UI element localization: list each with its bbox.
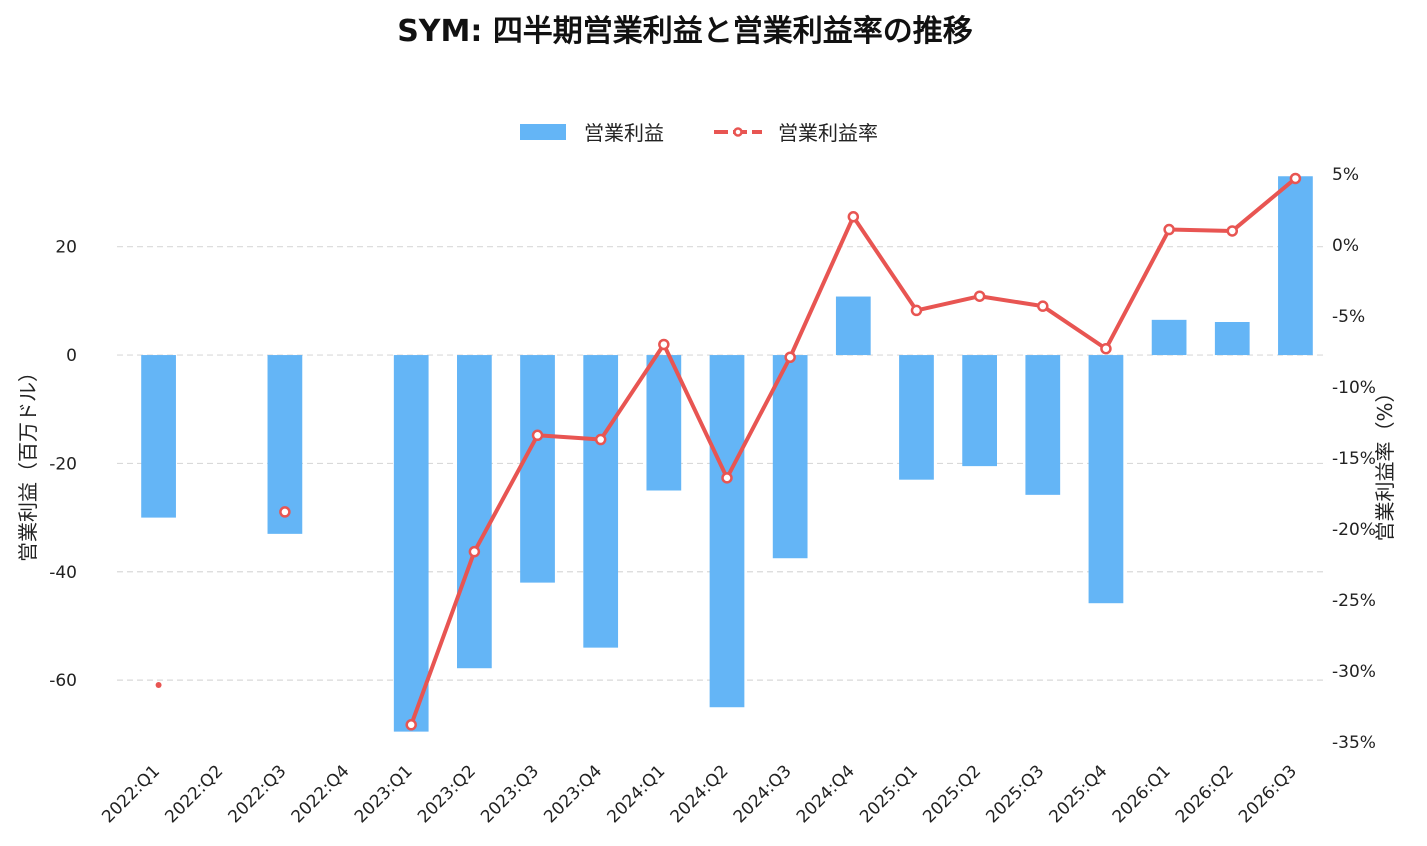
x-tick-label: 2024:Q4 [793, 761, 859, 827]
y-tick-label-right: -20% [1332, 520, 1376, 540]
bar-operating-income [709, 355, 745, 708]
margin-point [1100, 342, 1112, 355]
bar-operating-income [141, 355, 176, 518]
margin-point [973, 290, 986, 302]
left-axis-ticks: -60 -40 -20 0 20 [49, 238, 77, 691]
legend-swatch-operating-margin-marker [733, 127, 743, 137]
x-tick-label: 2022:Q1 [98, 761, 164, 827]
margin-point [468, 545, 481, 558]
bar-operating-income [772, 355, 808, 559]
bar-operating-income [457, 355, 492, 669]
margin-point [910, 304, 923, 317]
bar-operating-income [962, 355, 997, 467]
margin-point [279, 506, 291, 518]
y-tick-label-left: -40 [49, 563, 77, 583]
y-tick-label-right: -35% [1332, 733, 1376, 753]
y-axis-label-left: 営業利益（百万ドル） [16, 362, 40, 562]
x-tick-label: 2024:Q3 [730, 761, 796, 827]
chart-title: SYM: 四半期営業利益と営業利益率の推移 [397, 14, 973, 49]
bar-operating-income [899, 355, 934, 480]
bar-operating-income [835, 296, 871, 356]
x-tick-label: 2024:Q2 [667, 761, 733, 827]
x-tick-label: 2022:Q2 [161, 761, 227, 827]
bars [141, 176, 1313, 732]
y-axis-label-right: 営業利益率（%） [1373, 382, 1397, 541]
bar-operating-income [1088, 355, 1124, 604]
bar-operating-income [1214, 322, 1250, 356]
margin-line [155, 172, 1302, 731]
bar-operating-income [646, 355, 682, 491]
y-tick-label-left: 0 [66, 346, 77, 366]
legend-swatch-operating-income [520, 124, 566, 140]
x-tick-label: 2025:Q1 [856, 761, 922, 827]
y-tick-label-right: -15% [1332, 449, 1376, 469]
bar-operating-income [520, 355, 555, 583]
y-tick-label-left: 20 [55, 238, 77, 258]
x-tick-label: 2026:Q1 [1109, 761, 1175, 827]
margin-point [1163, 223, 1175, 236]
y-tick-label-right: 5% [1332, 165, 1359, 185]
x-tick-label: 2025:Q4 [1046, 761, 1112, 827]
margin-point [1226, 225, 1239, 237]
margin-point [155, 682, 162, 689]
x-tick-label: 2023:Q4 [540, 761, 606, 827]
x-tick-label: 2022:Q3 [225, 761, 291, 827]
bar-operating-income [1278, 176, 1313, 356]
right-axis-ticks: -35% -30% -25% -20% -15% -10% -5% 0% 5% [1332, 165, 1376, 753]
margin-point [784, 351, 796, 363]
margin-point [847, 211, 860, 223]
bar-operating-income [583, 355, 619, 648]
y-tick-label-right: -25% [1332, 591, 1376, 611]
x-tick-label: 2026:Q3 [1235, 761, 1301, 827]
legend-label-operating-income: 営業利益 [584, 121, 664, 145]
y-tick-label-right: -10% [1332, 378, 1376, 398]
x-tick-label: 2025:Q3 [982, 761, 1048, 827]
bar-operating-income [393, 355, 429, 732]
y-tick-label-right: -30% [1332, 662, 1376, 682]
margin-point [1289, 172, 1302, 185]
margin-point [658, 338, 670, 351]
margin-point [721, 472, 733, 484]
bar-operating-income [1151, 319, 1187, 356]
y-tick-label-right: -5% [1332, 307, 1365, 327]
x-tick-label: 2023:Q2 [414, 761, 480, 827]
legend: 営業利益 営業利益率 [520, 121, 878, 145]
x-tick-label: 2025:Q2 [919, 761, 985, 827]
x-tick-label: 2024:Q1 [603, 761, 669, 827]
margin-point [405, 719, 417, 731]
x-tick-label: 2023:Q3 [477, 761, 543, 827]
margin-point [531, 429, 544, 442]
bar-operating-income [267, 355, 303, 534]
x-tick-label: 2026:Q2 [1172, 761, 1238, 827]
bar-operating-income [1025, 355, 1061, 495]
x-tick-label: 2022:Q4 [288, 761, 354, 827]
margin-point [1037, 300, 1049, 312]
y-tick-label-left: -60 [49, 671, 77, 691]
x-tick-label: 2023:Q1 [351, 761, 417, 827]
y-tick-label-right: 0% [1332, 236, 1359, 256]
x-axis-ticks: 2022:Q12022:Q22022:Q32022:Q42023:Q12023:… [98, 761, 1301, 827]
legend-label-operating-margin: 営業利益率 [778, 121, 878, 145]
y-tick-label-left: -20 [49, 454, 77, 474]
margin-point [594, 433, 607, 446]
